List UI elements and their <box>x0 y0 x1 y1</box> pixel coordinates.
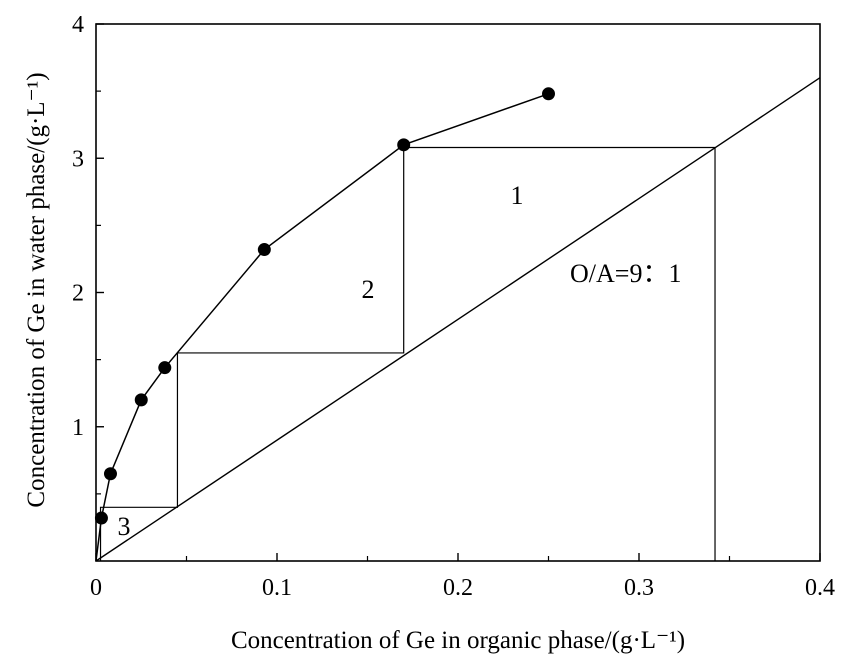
x-axis-title: Concentration of Ge in organic phase/(g·… <box>231 627 685 654</box>
data-point <box>158 361 172 375</box>
y-tick-label: 2 <box>72 281 84 307</box>
data-point <box>397 138 411 152</box>
y-tick-label: 1 <box>72 415 84 441</box>
y-tick-label: 4 <box>72 12 84 38</box>
operating-line <box>95 77 821 562</box>
operating-line-label: O/A=9：1 <box>570 259 681 288</box>
axis-ticks: 0 0.1 0.2 0.3 0.4 1 2 3 4 <box>72 12 835 601</box>
plot-frame <box>95 23 821 562</box>
stage-label-2: 2 <box>362 275 375 304</box>
y-tick-label: 3 <box>72 146 84 172</box>
data-point <box>103 467 117 481</box>
equilibrium-curve <box>95 93 549 562</box>
data-point <box>94 511 108 525</box>
x-tick-label: 0.3 <box>624 575 654 601</box>
data-point <box>257 243 271 257</box>
data-point <box>542 87 555 101</box>
x-tick-label: 0.2 <box>443 575 473 601</box>
x-tick-label: 0.4 <box>805 575 835 601</box>
data-point <box>134 393 148 407</box>
data-marks <box>94 87 555 562</box>
stage-label-1: 1 <box>511 181 524 210</box>
x-tick-label: 0.1 <box>262 575 292 601</box>
y-axis-title: Concentration of Ge in water phase/(g·L⁻… <box>23 72 50 507</box>
x-tick-label: 0 <box>90 575 102 601</box>
plot-area <box>95 23 821 562</box>
stage-label-3: 3 <box>118 512 131 541</box>
